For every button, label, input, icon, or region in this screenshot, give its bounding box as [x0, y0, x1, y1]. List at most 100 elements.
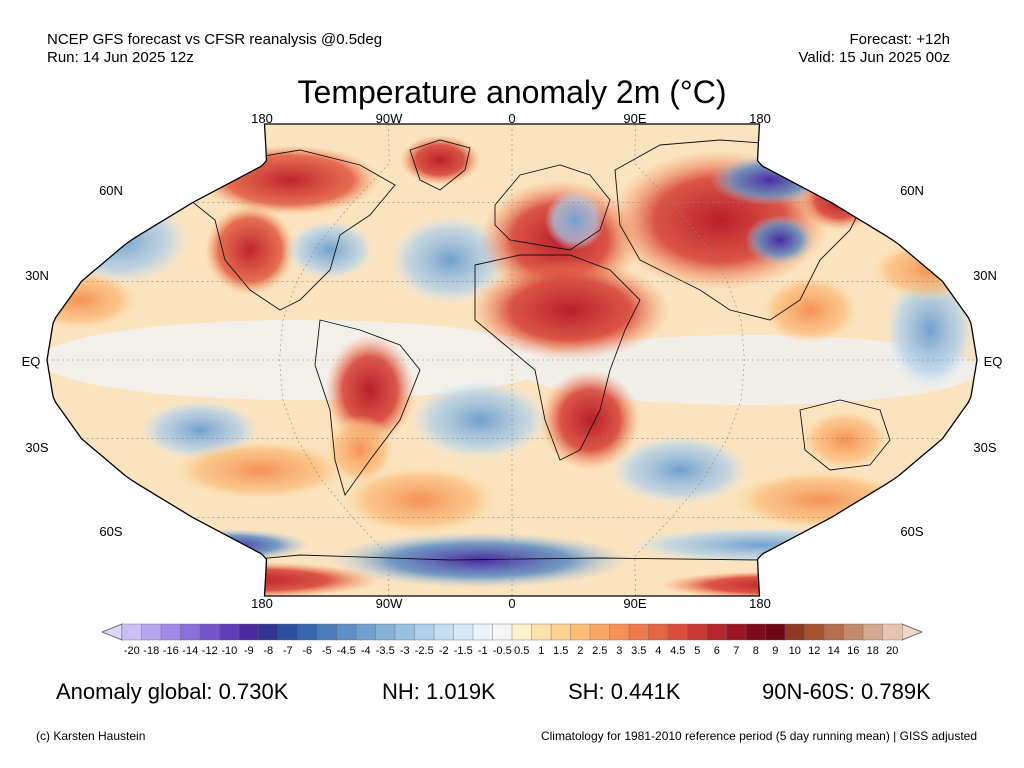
colorbar-label: -4 [361, 645, 371, 657]
colorbar-bin [550, 623, 571, 641]
colorbar-bin [804, 623, 825, 641]
colorbar-label: 9 [772, 645, 778, 657]
latitude-labels-right: 60N 30N EQ 30S 60S [900, 183, 1002, 539]
colorbar-bin [492, 623, 513, 641]
meridian-line [279, 123, 390, 597]
colorbar-label: 12 [808, 645, 820, 657]
meridian-line [634, 123, 745, 597]
colorbar-bin [589, 623, 610, 641]
colorbar-label: -4.5 [337, 645, 356, 657]
colorbar-label: -2 [439, 645, 449, 657]
colorbar-label: -10 [221, 645, 237, 657]
valid-time: Valid: 15 Jun 2025 00z [798, 49, 950, 66]
colorbar-bin [784, 623, 805, 641]
colorbar-label: 18 [867, 645, 879, 657]
lon-label-bottom: 90E [623, 596, 646, 611]
stat-global-anomaly: Anomaly global: 0.730K [56, 679, 289, 704]
colorbar-label: -6 [302, 645, 312, 657]
colorbar-bin [433, 623, 454, 641]
map-title: Temperature anomaly 2m (°C) [297, 74, 727, 110]
lon-label-bottom: 180 [251, 596, 273, 611]
longitude-labels-top: 180 90W 0 90E 180 [251, 111, 771, 126]
colorbar-bin [453, 623, 474, 641]
lon-label-bottom: 0 [508, 596, 515, 611]
header-right: Forecast: +12h Valid: 15 Jun 2025 00z [798, 31, 950, 67]
colorbar-bin [726, 623, 747, 641]
colorbar-label: 0.5 [514, 645, 529, 657]
colorbar-bin [570, 623, 591, 641]
globe-outline [46, 123, 978, 597]
stat-polar-band: 90N-60S: 0.789K [762, 679, 931, 704]
header-left: NCEP GFS forecast vs CFSR reanalysis @0.… [47, 31, 382, 67]
colorbar-label: 2.5 [592, 645, 607, 657]
colorbar-label: 4.5 [670, 645, 685, 657]
model-description: NCEP GFS forecast vs CFSR reanalysis @0.… [47, 31, 383, 48]
colorbar-label: 4 [655, 645, 661, 657]
colorbar-bin [297, 623, 318, 641]
colorbar-bin [628, 623, 649, 641]
lat-label-left: 30S [25, 440, 48, 455]
colorbar-label: 7 [733, 645, 739, 657]
colorbar-label: -9 [244, 645, 254, 657]
colorbar-bin [765, 623, 786, 641]
colorbar-label: -2.5 [415, 645, 434, 657]
colorbar-label: 1.5 [553, 645, 568, 657]
colorbar-label: 6 [714, 645, 720, 657]
lat-label-left: EQ [22, 354, 41, 369]
stat-southern-hemisphere: SH: 0.441K [568, 679, 681, 704]
colorbar-bin [394, 623, 415, 641]
colorbar-bin [531, 623, 552, 641]
colorbar-label: -20 [124, 645, 140, 657]
lat-label-left: 60N [99, 183, 123, 198]
colorbar-label: -3 [400, 645, 410, 657]
run-time: Run: 14 Jun 2025 12z [47, 49, 194, 66]
lon-label-top: 90W [376, 111, 403, 126]
colorbar-label: -1 [478, 645, 488, 657]
colorbar-label: -8 [263, 645, 273, 657]
colorbar-bin [180, 623, 201, 641]
colorbar-bin [609, 623, 630, 641]
colorbar-bin [472, 623, 493, 641]
world-map: 180 90W 0 90E 180 180 90W 0 90E 180 60N … [22, 111, 1003, 611]
colorbar-bin [414, 623, 435, 641]
lat-label-left: 60S [99, 524, 122, 539]
colorbar-label: -5 [322, 645, 332, 657]
colorbar-label: 2 [577, 645, 583, 657]
colorbar-label: -3.5 [376, 645, 395, 657]
colorbar-label: -0.5 [493, 645, 512, 657]
stat-northern-hemisphere: NH: 1.019K [382, 679, 496, 704]
colorbar-label: 14 [828, 645, 840, 657]
colorbar-bin [511, 623, 532, 641]
colorbar-label: -18 [143, 645, 159, 657]
colorbar-bin [238, 623, 259, 641]
longitude-labels-bottom: 180 90W 0 90E 180 [251, 596, 771, 611]
lon-label-top: 0 [508, 111, 515, 126]
lon-label-bottom: 90W [376, 596, 403, 611]
lon-label-top: 90E [623, 111, 646, 126]
colorbar-label: 10 [789, 645, 801, 657]
colorbar-bin [667, 623, 688, 641]
colorbar-label: -7 [283, 645, 293, 657]
colorbar-bin [336, 623, 357, 641]
climatology-note: Climatology for 1981-2010 reference peri… [540, 729, 977, 743]
colorbar-label: -16 [163, 645, 179, 657]
colorbar-bin [277, 623, 298, 641]
forecast-hour: Forecast: +12h [849, 31, 950, 48]
colorbar-bin [862, 623, 883, 641]
graticule [47, 123, 977, 597]
colorbar-bin [355, 623, 376, 641]
colorbar-label: 3.5 [631, 645, 646, 657]
colorbar-bin [823, 623, 844, 641]
colorbar-label: 1 [538, 645, 544, 657]
lat-label-right: 30S [973, 440, 996, 455]
colorbar-label: -1.5 [454, 645, 473, 657]
lat-label-left: 30N [25, 268, 49, 283]
colorbar-bin [687, 623, 708, 641]
lon-label-top: 180 [749, 111, 771, 126]
lon-label-top: 180 [251, 111, 273, 126]
lon-label-bottom: 180 [749, 596, 771, 611]
colorbar-over-triangle [901, 623, 924, 641]
colorbar-bin [316, 623, 337, 641]
colorbar-label: 8 [753, 645, 759, 657]
colorbar-bin [706, 623, 727, 641]
